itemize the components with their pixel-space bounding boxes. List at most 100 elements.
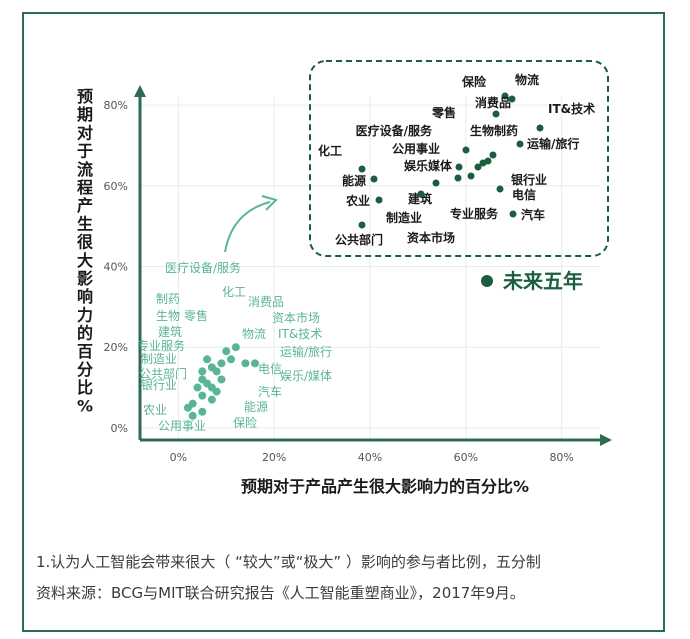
- y-tick-label: 60%: [104, 180, 128, 193]
- data-point: [241, 359, 250, 368]
- gridlines: [140, 97, 600, 440]
- data-point: [212, 387, 221, 396]
- y-tick-label: 80%: [104, 99, 128, 112]
- y-axis-label-char: 响: [77, 287, 93, 306]
- y-axis-label-char: 分: [77, 360, 93, 379]
- data-point-label: 运输/旅行: [280, 344, 332, 359]
- data-point-label: 娱乐/媒体: [280, 369, 332, 383]
- data-point: [484, 157, 492, 165]
- footnote-definition: 1.认为人工智能会带来很大（ “较大”或“极大” ）影响的参与者比例，五分制: [36, 553, 541, 571]
- data-point-label: 电信: [512, 187, 536, 202]
- data-point-label: 消费品: [475, 95, 511, 110]
- data-point: [251, 359, 259, 368]
- data-point: [454, 174, 462, 182]
- y-axis-label-char: 的: [77, 324, 93, 343]
- data-point-label: 化工: [222, 285, 246, 299]
- y-axis-label-char: %: [77, 396, 93, 415]
- data-point: [432, 179, 440, 187]
- data-point: [217, 359, 226, 368]
- data-point-label: 保险: [233, 415, 257, 430]
- footnote-source: 资料来源：BCG与MIT联合研究报告《人工智能重塑商业》，2017年9月。: [36, 584, 525, 602]
- data-point: [193, 383, 202, 392]
- data-point: [496, 185, 504, 193]
- data-point-label: 医疗设备/服务: [356, 123, 433, 138]
- data-point-label: 物流: [242, 327, 266, 341]
- legend-label: 未来五年: [503, 269, 583, 293]
- data-point-label: 公共部门: [335, 232, 383, 247]
- data-point: [467, 172, 475, 180]
- data-point-label: 农业: [345, 193, 370, 208]
- data-point-label: IT&技术: [548, 101, 595, 116]
- axes: [134, 85, 612, 446]
- data-point-label: 汽车: [258, 384, 282, 399]
- data-point-label: 保险: [461, 74, 487, 89]
- y-axis-arrowhead: [134, 85, 146, 97]
- x-axis-label: 预期对于产品产生很大影响力的百分比%: [241, 477, 529, 496]
- data-point: [462, 146, 470, 154]
- y-axis-label-char: 程: [77, 178, 93, 197]
- trend-arrow: [224, 195, 278, 253]
- data-point-label: 零售: [431, 105, 456, 120]
- data-point-label: 专业服务: [137, 338, 185, 353]
- data-point: [207, 395, 216, 404]
- data-point-label: 电信: [258, 362, 282, 376]
- data-point: [358, 221, 366, 229]
- x-axis-arrowhead: [600, 434, 612, 446]
- legend-marker: [481, 275, 493, 287]
- data-point-label: 资本市场: [272, 310, 320, 325]
- x-tick-label: 40%: [358, 451, 382, 464]
- y-axis-label-char: 影: [77, 269, 93, 288]
- data-point-label: 资本市场: [407, 230, 455, 245]
- data-point-label: 汽车: [521, 207, 545, 222]
- data-point: [508, 95, 516, 103]
- data-point-label: 能源: [244, 400, 268, 414]
- data-point: [222, 347, 231, 356]
- data-point: [417, 190, 425, 198]
- y-tick-label: 0%: [111, 422, 128, 435]
- data-point-label: 化工: [318, 143, 342, 158]
- data-point: [474, 163, 482, 171]
- data-point: [455, 163, 463, 171]
- data-point: [509, 210, 517, 218]
- data-point: [501, 92, 509, 100]
- data-point: [227, 355, 236, 364]
- y-axis-label-char: 百: [77, 342, 93, 361]
- data-point-label: 公用事业: [158, 419, 206, 433]
- data-point-label: 银行业: [511, 172, 547, 187]
- data-point: [183, 403, 192, 412]
- y-axis-label-char: 期: [77, 105, 93, 124]
- data-point-label: 物流: [515, 72, 539, 87]
- trend-arrow-path: [224, 201, 271, 253]
- data-point-label: 建筑: [407, 191, 432, 206]
- data-point-label: 公共部门: [139, 366, 187, 381]
- data-point-label: 专业服务: [450, 206, 499, 221]
- legend: 未来五年: [481, 269, 583, 293]
- data-point: [203, 355, 212, 364]
- trend-arrow-head: [261, 195, 278, 211]
- data-point: [198, 407, 207, 416]
- y-axis-label-char: 力: [77, 305, 93, 324]
- data-point: [516, 140, 524, 148]
- future-highlight-box-border: [309, 60, 609, 257]
- data-point: [489, 151, 497, 159]
- data-point-label: 消费品: [248, 295, 284, 309]
- y-axis-label-char: 对: [77, 123, 93, 142]
- y-axis-label-char: 比: [77, 378, 93, 397]
- x-tick-label: 60%: [454, 451, 478, 464]
- y-axis-label-char: 流: [77, 160, 93, 179]
- data-point-label: 公用事业: [392, 141, 440, 156]
- y-axis-label-char: 产: [77, 196, 93, 215]
- y-axis-label-char: 预: [77, 87, 93, 106]
- future-highlight-box: [309, 60, 609, 257]
- data-point-label: 制造业: [141, 352, 177, 366]
- scatter-chart: 0%0%20%20%40%40%60%60%80%80% 医疗设备/服务化工消费…: [77, 60, 612, 496]
- data-point: [217, 375, 226, 384]
- data-point: [231, 343, 240, 352]
- y-axis-label-char: 很: [77, 233, 93, 252]
- data-point-label: 娱乐媒体: [404, 158, 453, 173]
- data-point-label: 银行业: [141, 378, 177, 392]
- data-point-label: 运输/旅行: [527, 136, 579, 151]
- data-point: [212, 367, 221, 376]
